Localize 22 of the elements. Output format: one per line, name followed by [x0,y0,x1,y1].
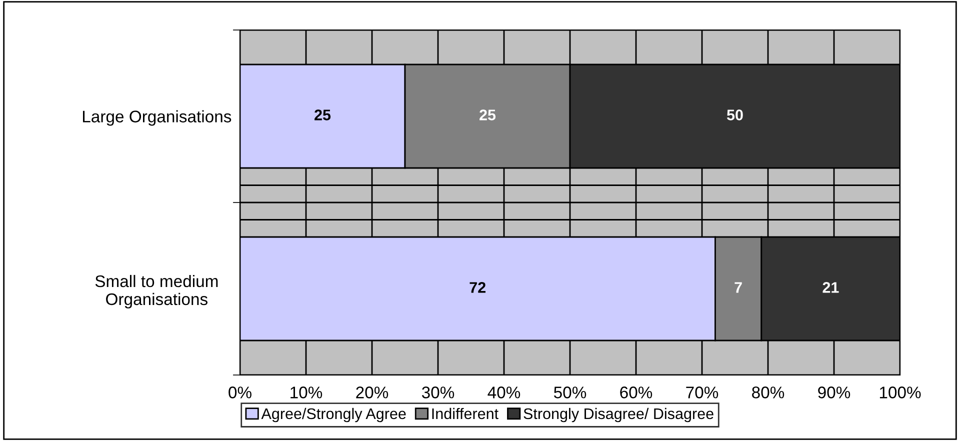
legend-label: Strongly Disagree/ Disagree [524,408,714,422]
legend-label: Indifferent [432,408,498,420]
data-label: 7 [734,282,742,293]
x-tick-label: 40% [488,386,520,398]
data-label: 72 [470,282,486,293]
data-label: 25 [314,110,331,120]
x-tick-label: 100% [880,386,921,398]
y-tick-label: Large Organisations [82,110,232,126]
x-tick-label: 90% [818,386,850,398]
y-tick-label: Small to medium Organisations [95,274,218,308]
x-tick-label: 0% [228,386,252,398]
x-tick-label: 10% [290,386,322,398]
x-tick-label: 70% [686,386,718,398]
data-label: 21 [822,282,839,293]
x-tick-label: 20% [356,386,388,398]
x-tick-label: 50% [554,386,586,398]
legend-label: Agree/Strongly Agree [261,408,406,422]
x-tick-label: 30% [422,386,454,398]
x-tick-label: 60% [620,386,652,398]
x-tick-label: 80% [752,386,784,398]
data-label: 25 [480,110,496,120]
data-label: 50 [726,110,743,120]
